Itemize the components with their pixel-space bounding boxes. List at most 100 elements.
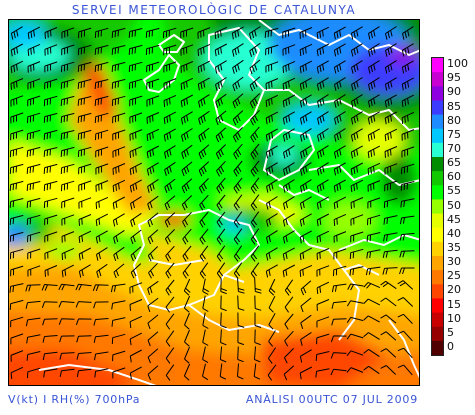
wind-barb (232, 43, 244, 57)
wind-barb (385, 26, 397, 40)
wind-barb (164, 212, 176, 228)
wind-barb (216, 194, 226, 211)
wind-barb (316, 196, 329, 210)
wind-barb (334, 94, 346, 108)
wind-barb (254, 278, 262, 294)
wind-barb (9, 198, 24, 208)
wind-barb (147, 365, 159, 381)
wind-barb (94, 79, 109, 89)
wind-barb (300, 145, 312, 159)
wind-barb (299, 94, 312, 108)
wind-barb (249, 76, 261, 92)
wind-barb (299, 366, 313, 380)
wind-barb (215, 93, 227, 108)
scale-label: 20 (447, 283, 461, 297)
wind-barb (198, 144, 210, 160)
wind-barb (61, 214, 75, 226)
wind-barb (44, 27, 58, 39)
wind-barb (146, 78, 160, 90)
wind-barb (367, 180, 381, 192)
wind-barb (349, 266, 364, 276)
wind-barb (401, 60, 414, 74)
wind-barb (129, 78, 143, 90)
scale-label: 35 (447, 240, 461, 254)
wind-barb (282, 60, 296, 73)
scale-swatch (432, 340, 443, 355)
wind-barb (199, 262, 209, 279)
wind-barb (43, 197, 58, 209)
wind-barb (384, 128, 398, 142)
wind-barb (350, 162, 364, 176)
wind-barb (384, 60, 397, 74)
wind-barb (380, 297, 397, 307)
wind-barb (9, 299, 24, 310)
wind-barb (183, 278, 191, 296)
wind-barb (129, 179, 142, 193)
scale-label: 45 (447, 212, 461, 226)
wind-barb (42, 318, 58, 326)
wind-barb (331, 283, 347, 293)
wind-barb (61, 247, 75, 260)
scale-swatch (432, 86, 443, 101)
wind-barb (350, 179, 364, 193)
wind-barb (397, 364, 413, 376)
scale-swatch (432, 227, 443, 243)
wind-barb (129, 315, 143, 329)
wind-barb (77, 96, 92, 106)
wind-barb (346, 300, 364, 307)
coastline-segment (258, 199, 360, 341)
wind-barb (382, 267, 398, 275)
wind-barb (77, 61, 92, 72)
scale-swatch (432, 72, 443, 87)
wind-barb (164, 229, 175, 245)
wind-barb (145, 44, 160, 56)
wind-barb (268, 313, 276, 330)
wind-barb (180, 77, 194, 91)
wind-barb (78, 163, 92, 175)
wind-barb (10, 26, 23, 40)
wind-barb (9, 283, 24, 293)
wind-barb (283, 179, 295, 193)
wind-barb (112, 350, 126, 362)
wind-barb (42, 335, 58, 343)
wind-barb (76, 352, 92, 360)
wind-barb (26, 146, 41, 157)
wind-barb (41, 301, 58, 308)
wind-barb (333, 179, 346, 193)
page-title: SERVEI METEOROLÒGIC DE CATALUNYA (71, 3, 357, 17)
wind-barb (9, 214, 24, 225)
wind-barb (254, 329, 261, 346)
wind-barb (250, 109, 260, 126)
wind-barb (129, 162, 143, 176)
wind-barb (78, 27, 92, 39)
wind-barb (10, 366, 24, 380)
wind-barb (26, 181, 41, 191)
wind-barb (215, 77, 227, 91)
wind-barb (346, 333, 364, 340)
wind-barb (43, 129, 58, 140)
wind-barb (78, 214, 92, 226)
wind-barb (197, 77, 210, 91)
wind-barb (384, 163, 398, 175)
wind-barb (95, 230, 108, 244)
wind-barb (111, 95, 126, 107)
wind-barb (182, 211, 192, 228)
wind-barb (315, 351, 330, 361)
wind-barb (197, 27, 211, 39)
wind-barb (250, 211, 260, 228)
wind-barb (147, 280, 159, 295)
wind-barb (75, 283, 92, 291)
wind-barb (93, 301, 109, 309)
wind-barb (282, 247, 295, 261)
scale-swatch (432, 270, 443, 285)
wind-barb (183, 295, 191, 313)
wind-barb (250, 160, 260, 177)
wind-barb (299, 264, 313, 277)
scale-swatch (432, 185, 443, 200)
wind-barb (282, 111, 295, 125)
coastline-segment (338, 234, 419, 251)
wind-barb (60, 146, 75, 157)
wind-barb (233, 262, 243, 279)
wind-barb (184, 312, 190, 330)
wind-barb (111, 27, 126, 38)
